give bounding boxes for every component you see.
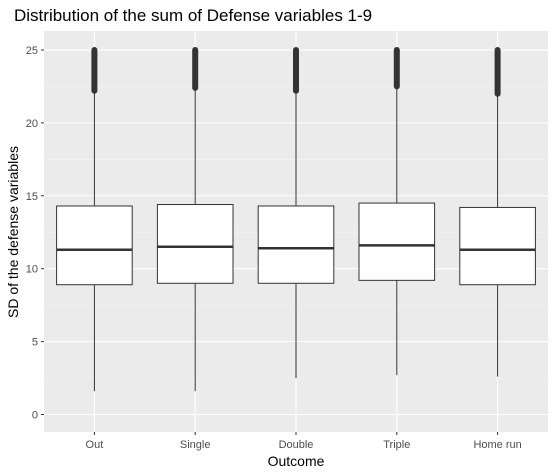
iqr-box bbox=[358, 202, 436, 281]
boxes-layer bbox=[56, 46, 536, 392]
x-tick-label: Home run bbox=[473, 439, 521, 451]
iqr-box bbox=[156, 204, 234, 284]
box-out bbox=[56, 46, 133, 392]
y-tick-label: 5 bbox=[32, 337, 38, 349]
y-axis: 0 5 10 15 20 25 bbox=[26, 45, 44, 422]
iqr-box bbox=[257, 205, 335, 284]
y-axis-title: SD of the defense variables bbox=[5, 146, 21, 318]
y-tick-label: 0 bbox=[32, 410, 38, 422]
y-tick-label: 15 bbox=[26, 191, 38, 203]
x-axis-title: Outcome bbox=[268, 453, 325, 469]
x-tick-label: Triple bbox=[383, 439, 410, 451]
iqr-box bbox=[56, 205, 133, 286]
x-tick-label: Double bbox=[279, 439, 314, 451]
y-tick-label: 20 bbox=[26, 118, 38, 130]
y-tick-label: 10 bbox=[26, 264, 38, 276]
iqr-box bbox=[459, 206, 536, 286]
chart-title: Distribution of the sum of Defense varia… bbox=[14, 6, 372, 25]
box-single bbox=[156, 46, 234, 392]
box-triple bbox=[358, 46, 436, 376]
x-tick-label: Single bbox=[180, 439, 211, 451]
y-tick-label: 25 bbox=[26, 45, 38, 57]
box-double bbox=[257, 46, 335, 379]
x-axis: Out Single Double Triple Home run bbox=[86, 432, 522, 451]
box-home-run bbox=[459, 46, 536, 377]
x-tick-label: Out bbox=[86, 439, 104, 451]
